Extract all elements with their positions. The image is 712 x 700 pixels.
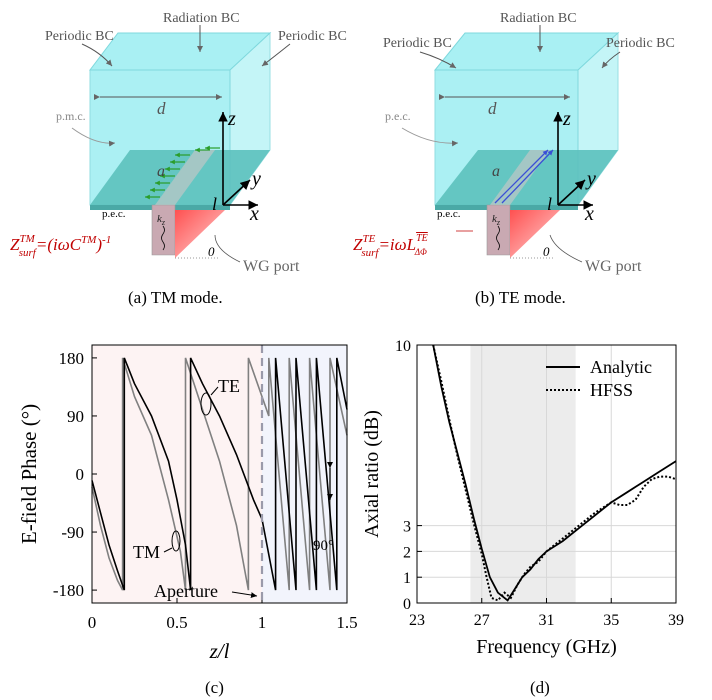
label-d: d: [157, 99, 166, 118]
y-tick-label: 3: [403, 519, 411, 536]
label-l: l: [212, 194, 217, 214]
y-tick-label: 2: [403, 544, 411, 561]
label-periodic-left: Periodic BC: [383, 36, 452, 51]
y-tick-label: 0: [76, 465, 85, 484]
legend-analytic-label: Analytic: [590, 357, 652, 377]
formula-tm: ZTM surf=(iωCTM)-1: [10, 233, 111, 259]
x-tick-label: 31: [539, 612, 555, 629]
y-tick-label: 180: [59, 349, 85, 368]
label-zero: 0: [543, 244, 550, 259]
x-tick-label: 39: [668, 612, 684, 629]
y-tick-label: 1: [403, 570, 411, 587]
x-tick-label: 27: [474, 612, 490, 629]
caption-c: (c): [205, 678, 224, 697]
annotation-90: 90°: [313, 538, 334, 554]
label-x: x: [584, 203, 594, 225]
label-a: a: [157, 163, 165, 180]
caption-a: (a) TM mode.: [128, 288, 223, 307]
label-wg-port: WG port: [585, 258, 642, 275]
label-a: a: [492, 163, 500, 180]
waveguide-slot: [487, 205, 510, 255]
y-tick-label: 10: [395, 338, 411, 355]
waveguide-slot: [152, 205, 175, 255]
y-tick-label: 0: [403, 596, 411, 613]
y-tick-label: -90: [61, 523, 84, 542]
x-tick-label: 1.5: [336, 613, 357, 632]
x-axis-label: Frequency (GHz): [476, 636, 617, 658]
x-tick-label: 0.5: [166, 613, 187, 632]
x-tick-label: 23: [409, 612, 425, 629]
x-tick-label: 1: [258, 613, 267, 632]
caption-d: (d): [530, 678, 550, 697]
waveguide-port: [175, 210, 225, 258]
label-y: y: [250, 168, 261, 190]
y-tick-label: -180: [53, 581, 84, 600]
formula-te: ZTE surf=iωLTE ΔΦ: [353, 233, 428, 259]
annotation-aperture: Aperture: [154, 581, 218, 601]
label-l: l: [547, 194, 552, 214]
x-tick-label: 35: [603, 612, 619, 629]
x-axis-label: z/l: [209, 639, 230, 663]
label-pec-top: p.e.c.: [385, 109, 411, 123]
y-tick-label: 90: [67, 407, 84, 426]
label-pec: p.e.c.: [437, 208, 461, 220]
panel-b-diagram: d a z y x l kz 0 Radiation BC Periodic B…: [353, 11, 675, 307]
label-wg-port: WG port: [243, 258, 300, 275]
label-d: d: [488, 99, 497, 118]
label-z: z: [562, 108, 571, 130]
label-z: z: [227, 108, 236, 130]
panel-a-diagram: d a z y x l kz 0 Radiation BC Periodic B…: [10, 11, 347, 307]
label-x: x: [249, 203, 259, 225]
label-radiation-bc: Radiation BC: [163, 11, 240, 26]
legend-hfss-label: HFSS: [590, 380, 633, 400]
label-y: y: [585, 168, 596, 190]
waveguide-port: [510, 210, 560, 258]
label-periodic-right: Periodic BC: [606, 36, 675, 51]
label-periodic-left: Periodic BC: [45, 29, 114, 44]
label-zero: 0: [208, 244, 215, 259]
x-tick-label: 0: [88, 613, 97, 632]
wg-port-pointer: [550, 235, 582, 262]
label-periodic-right: Periodic BC: [278, 29, 347, 44]
annotation-tm: TM: [133, 542, 160, 562]
label-pmc: p.m.c.: [56, 109, 86, 123]
caption-b: (b) TE mode.: [475, 288, 566, 307]
label-pec: p.e.c.: [102, 208, 126, 220]
wg-port-pointer: [215, 235, 240, 262]
y-axis-label: E-field Phase (°): [17, 404, 41, 544]
annotation-te: TE: [218, 376, 240, 396]
y-axis-label: Axial ratio (dB): [361, 410, 383, 538]
label-radiation-bc: Radiation BC: [500, 11, 577, 26]
